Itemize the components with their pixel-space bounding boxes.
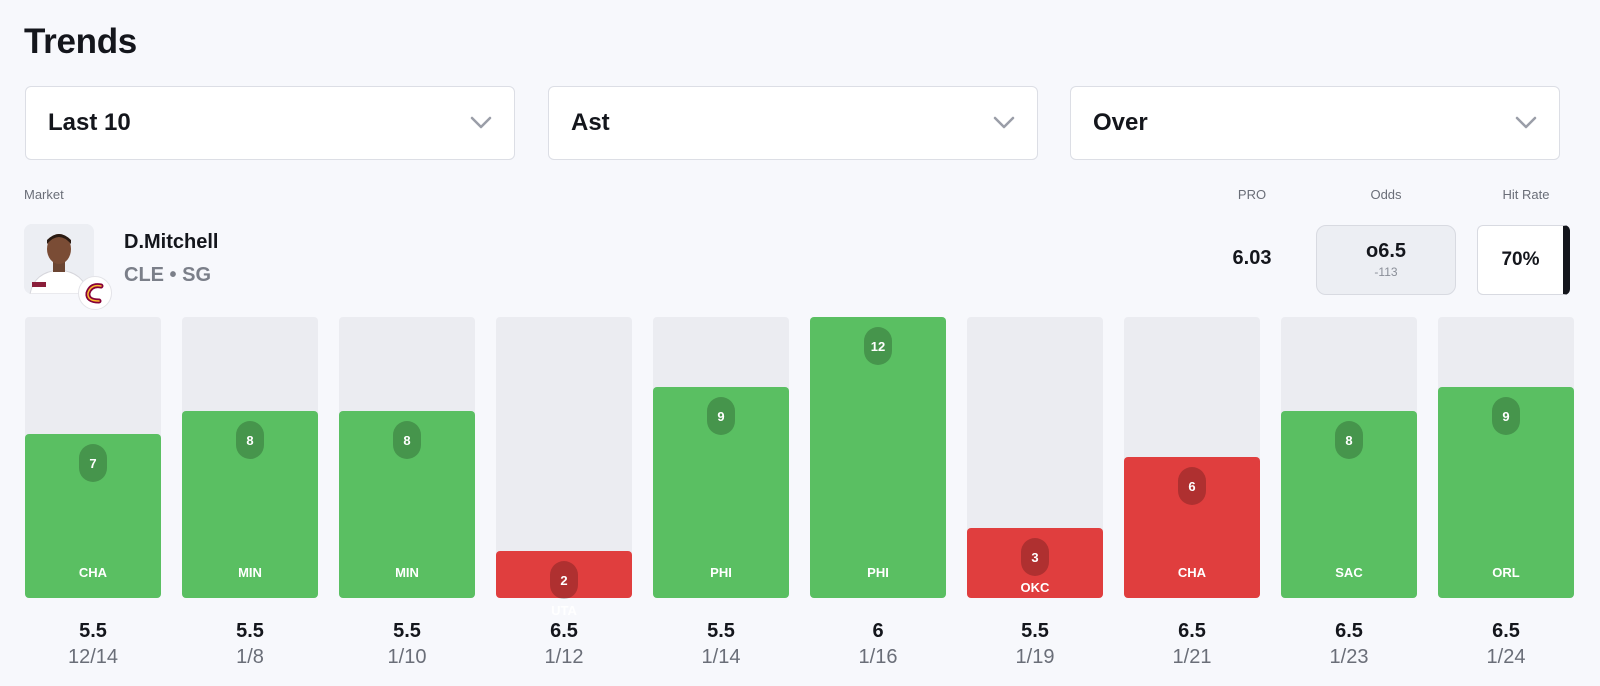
game-date-label: 1/10 xyxy=(387,646,427,668)
odds-label: Odds xyxy=(1370,187,1402,202)
odds-button[interactable]: o6.5 -113 xyxy=(1316,225,1456,295)
game-line-label: 5.5 xyxy=(393,620,421,642)
game-line-label: 5.5 xyxy=(707,620,735,642)
bar-value-label: 8 xyxy=(1335,421,1363,459)
bar-opponent-label: MIN xyxy=(238,565,262,580)
game-line-label: 6.5 xyxy=(1492,620,1520,642)
bar-value-label: 8 xyxy=(393,421,421,459)
game-line-label: 6.5 xyxy=(550,620,578,642)
hit-rate-label: Hit Rate xyxy=(1502,187,1550,202)
bar-fill-hit xyxy=(339,411,475,598)
game-date-label: 1/19 xyxy=(1015,646,1055,668)
game-bar[interactable]: 7 CHA xyxy=(25,317,161,598)
bar-value-label: 6 xyxy=(1178,467,1206,505)
bar-fill-hit xyxy=(653,387,789,598)
game-bar[interactable]: 9 ORL xyxy=(1438,317,1574,598)
game-line-label: 6.5 xyxy=(1335,620,1363,642)
bar-fill-miss xyxy=(967,528,1103,598)
bar-fill-miss xyxy=(1124,457,1260,598)
bar-fill-miss xyxy=(496,551,632,598)
bar-value-label: 2 xyxy=(550,561,578,599)
side-dropdown-value: Over xyxy=(1093,109,1148,136)
bar-opponent-label: ORL xyxy=(1492,565,1520,580)
hit-rate-value: 70% xyxy=(1477,225,1570,295)
game-bar[interactable]: 12 PHI xyxy=(810,317,946,598)
range-dropdown-value: Last 10 xyxy=(48,109,131,136)
page-title: Trends xyxy=(24,22,137,61)
pro-label: PRO xyxy=(1237,187,1267,202)
bar-opponent-label: UTA xyxy=(551,603,577,618)
stat-dropdown-value: Ast xyxy=(571,109,610,136)
bar-value-label: 9 xyxy=(1492,397,1520,435)
player-team-position: CLE • SG xyxy=(124,264,212,286)
chevron-down-icon xyxy=(470,116,492,129)
game-date-label: 1/14 xyxy=(701,646,741,668)
stat-dropdown[interactable]: Ast xyxy=(548,86,1038,160)
bar-opponent-label: PHI xyxy=(710,565,732,580)
bar-opponent-label: CHA xyxy=(1177,565,1207,580)
bar-value-label: 9 xyxy=(707,397,735,435)
bar-value-label: 3 xyxy=(1021,538,1049,576)
game-bar[interactable]: 6 CHA xyxy=(1124,317,1260,598)
player-name: D.Mitchell xyxy=(124,231,219,253)
chevron-down-icon xyxy=(993,116,1015,129)
game-line-label: 6.5 xyxy=(1178,620,1206,642)
team-logo-icon xyxy=(78,276,112,310)
player-headshot-icon xyxy=(24,224,94,294)
bar-opponent-label: CHA xyxy=(78,565,108,580)
bar-opponent-label: SAC xyxy=(1335,565,1363,580)
player-avatar xyxy=(24,224,94,294)
odds-price: -113 xyxy=(1374,265,1398,279)
bar-value-label: 7 xyxy=(79,444,107,482)
game-line-label: 5.5 xyxy=(1021,620,1049,642)
chevron-down-icon xyxy=(1515,116,1537,129)
game-bar[interactable]: 9 PHI xyxy=(653,317,789,598)
game-date-label: 1/12 xyxy=(544,646,584,668)
pro-value: 6.03 xyxy=(1232,247,1272,269)
game-date-label: 12/14 xyxy=(67,646,119,668)
game-bar[interactable]: 8 MIN xyxy=(339,317,475,598)
bar-fill-hit xyxy=(25,434,161,598)
bar-opponent-label: PHI xyxy=(867,565,889,580)
bar-value-label: 8 xyxy=(236,421,264,459)
odds-line: o6.5 xyxy=(1365,240,1407,262)
game-bar[interactable]: 3 OKC xyxy=(967,317,1103,598)
bar-fill-hit xyxy=(810,317,946,598)
game-bar[interactable]: 8 SAC xyxy=(1281,317,1417,598)
game-date-label: 1/24 xyxy=(1486,646,1526,668)
game-date-label: 1/8 xyxy=(236,646,264,668)
bar-fill-hit xyxy=(182,411,318,598)
game-date-label: 1/23 xyxy=(1329,646,1369,668)
market-label: Market xyxy=(24,187,64,202)
bar-opponent-label: OKC xyxy=(1020,580,1050,595)
game-date-label: 1/21 xyxy=(1172,646,1212,668)
side-dropdown[interactable]: Over xyxy=(1070,86,1560,160)
bar-fill-hit xyxy=(1281,411,1417,598)
bar-fill-hit xyxy=(1438,387,1574,598)
game-bar[interactable]: 2 UTA xyxy=(496,317,632,618)
game-line-label: 5.5 xyxy=(236,620,264,642)
range-dropdown[interactable]: Last 10 xyxy=(25,86,515,160)
bar-opponent-label: MIN xyxy=(395,565,419,580)
game-bar[interactable]: 8 MIN xyxy=(182,317,318,598)
game-date-label: 1/16 xyxy=(858,646,898,668)
bar-value-label: 12 xyxy=(864,327,892,365)
game-line-label: 6 xyxy=(872,620,884,642)
game-line-label: 5.5 xyxy=(79,620,107,642)
